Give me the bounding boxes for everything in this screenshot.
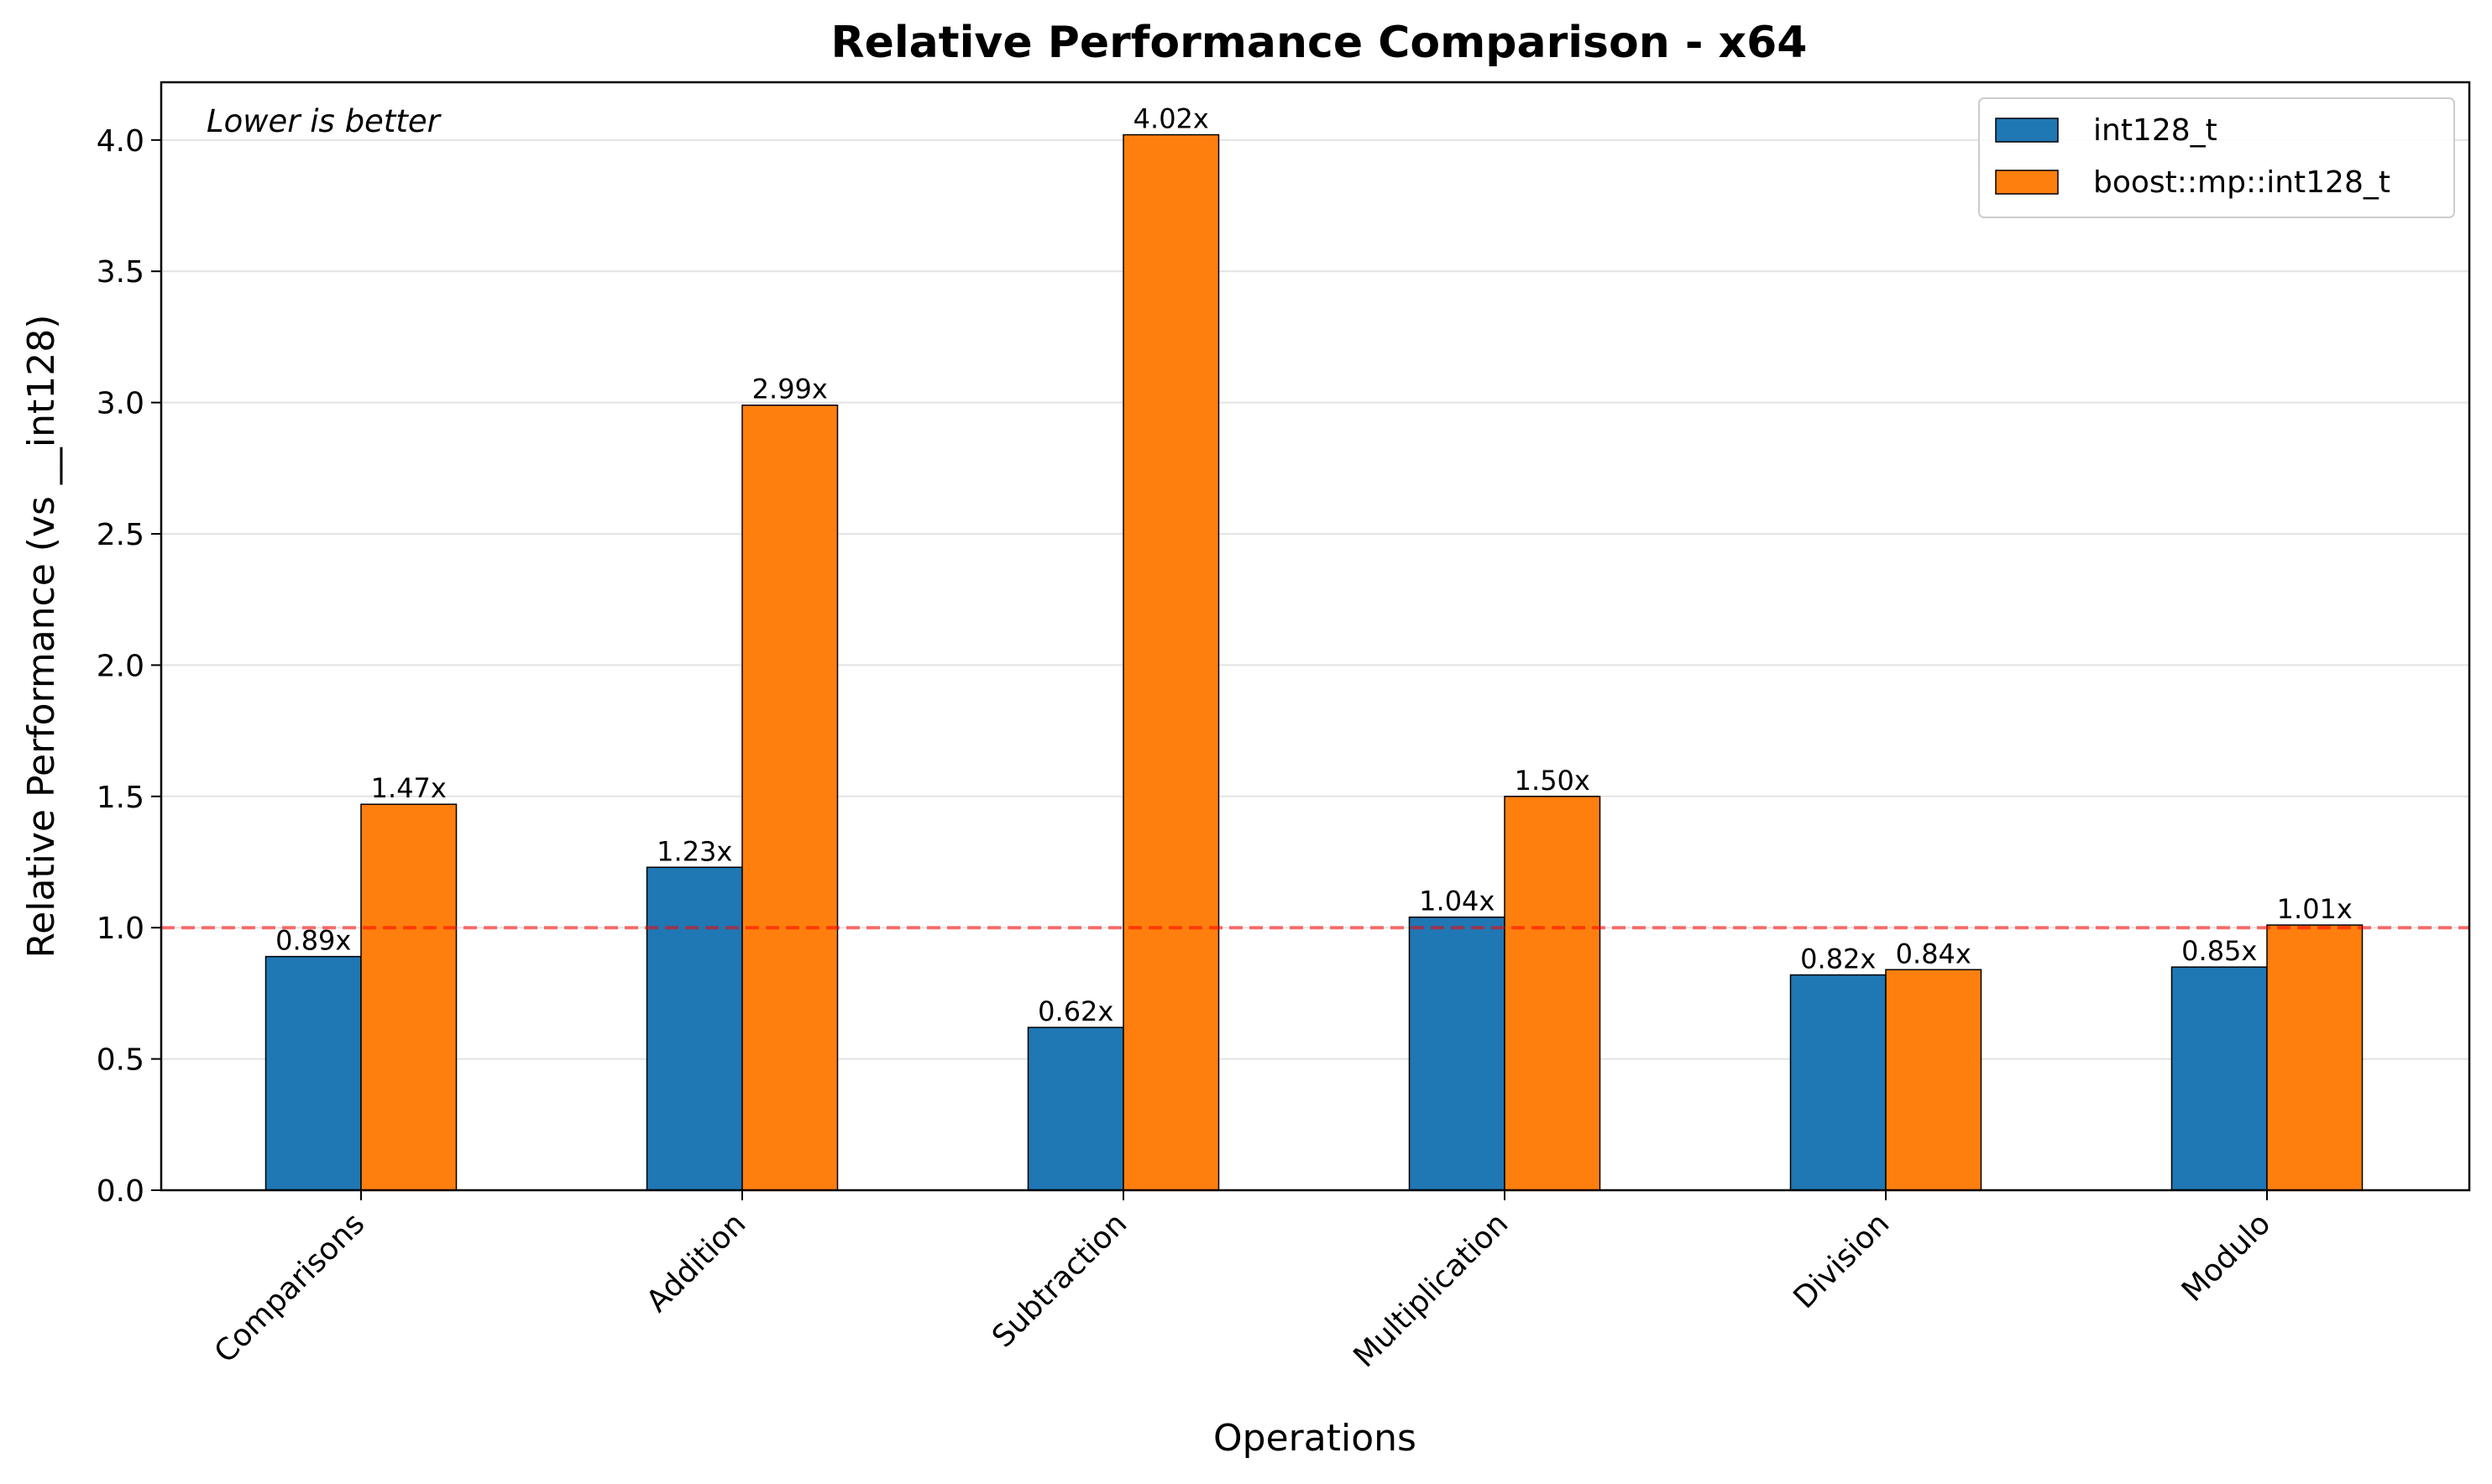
y-tick-label: 2.0 xyxy=(97,649,144,683)
bar-int128-t xyxy=(264,955,362,1191)
bar-value-label: 0.84x xyxy=(1896,938,1971,969)
legend-swatch xyxy=(1995,118,2059,143)
bar-value-label: 1.04x xyxy=(1419,886,1495,917)
legend-box xyxy=(1978,97,2455,218)
y-tick-label: 0.5 xyxy=(97,1043,144,1078)
bar-value-label: 1.50x xyxy=(1515,765,1590,797)
y-axis-title: Relative Performance (vs __int128) xyxy=(20,315,63,959)
bar-value-label: 1.01x xyxy=(2277,893,2353,925)
bar-int128-t xyxy=(1408,916,1505,1191)
y-tick-label: 4.0 xyxy=(97,124,144,159)
bar-boost-mp-int128-t xyxy=(1504,796,1601,1191)
bar-int128-t xyxy=(646,866,743,1191)
legend-swatch xyxy=(1995,170,2059,195)
bars xyxy=(264,133,2364,1191)
x-axis-title: Operations xyxy=(1213,1417,1416,1460)
bar-int128-t xyxy=(2170,966,2268,1191)
y-axis: 0.0 0.5 1.0 1.5 2.0 2.5 3.0 3.5 4.0 xyxy=(97,124,161,1209)
y-tick-label: 3.5 xyxy=(97,255,144,290)
plot-frame xyxy=(160,81,2471,1192)
bar-value-label: 1.47x xyxy=(371,772,447,804)
bar-value-label: 0.82x xyxy=(1800,943,1876,975)
bar-boost-mp-int128-t xyxy=(1885,969,1982,1191)
y-tick-label: 1.0 xyxy=(97,912,144,946)
bar-boost-mp-int128-t xyxy=(360,803,458,1191)
bar-value-label: 1.23x xyxy=(657,835,732,867)
bar-boost-mp-int128-t xyxy=(2266,924,2364,1191)
annotation-text: Lower is better xyxy=(207,103,442,139)
y-tick-label: 3.0 xyxy=(97,387,144,421)
chart-title: Relative Performance Comparison - x64 xyxy=(831,18,1808,68)
bar-value-label: 0.89x xyxy=(275,925,351,957)
bar-boost-mp-int128-t xyxy=(1123,133,1220,1191)
bar-value-label: 2.99x xyxy=(752,374,828,405)
bar-value-label: 0.62x xyxy=(1038,995,1113,1027)
bar-int128-t xyxy=(1027,1027,1124,1191)
y-tick-label: 2.5 xyxy=(97,518,144,552)
bar-boost-mp-int128-t xyxy=(741,404,839,1191)
bar-labels: 0.89x 1.47x 1.23x 2.99x 0.62x 4.02x 1.04x 1.50x… xyxy=(275,103,2353,1028)
y-tick-label: 1.5 xyxy=(97,781,144,815)
legend-label: int128_t xyxy=(2093,113,2217,148)
bar-value-label: 0.85x xyxy=(2181,935,2257,967)
bar-int128-t xyxy=(1789,974,1887,1191)
legend-label: boost::mp::int128_t xyxy=(2093,165,2390,200)
y-tick-label: 0.0 xyxy=(97,1174,144,1209)
bar-value-label: 4.02x xyxy=(1133,103,1209,135)
